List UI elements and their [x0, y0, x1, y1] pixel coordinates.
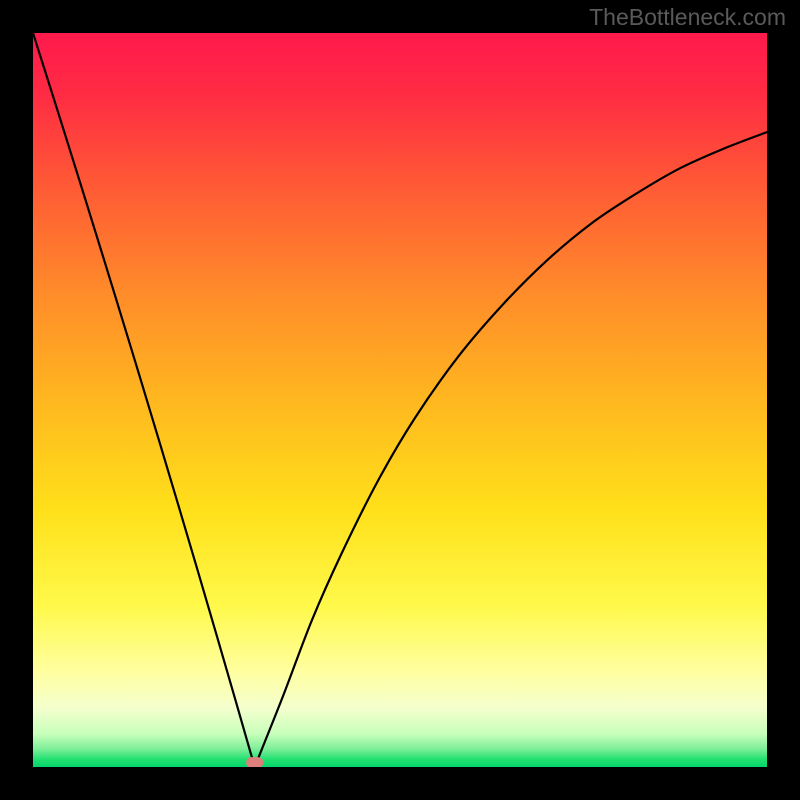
chart-container: TheBottleneck.com	[0, 0, 800, 800]
watermark-text: TheBottleneck.com	[589, 4, 786, 31]
plot-background-gradient	[33, 33, 767, 767]
optimum-marker	[246, 757, 263, 768]
chart-svg	[0, 0, 800, 800]
